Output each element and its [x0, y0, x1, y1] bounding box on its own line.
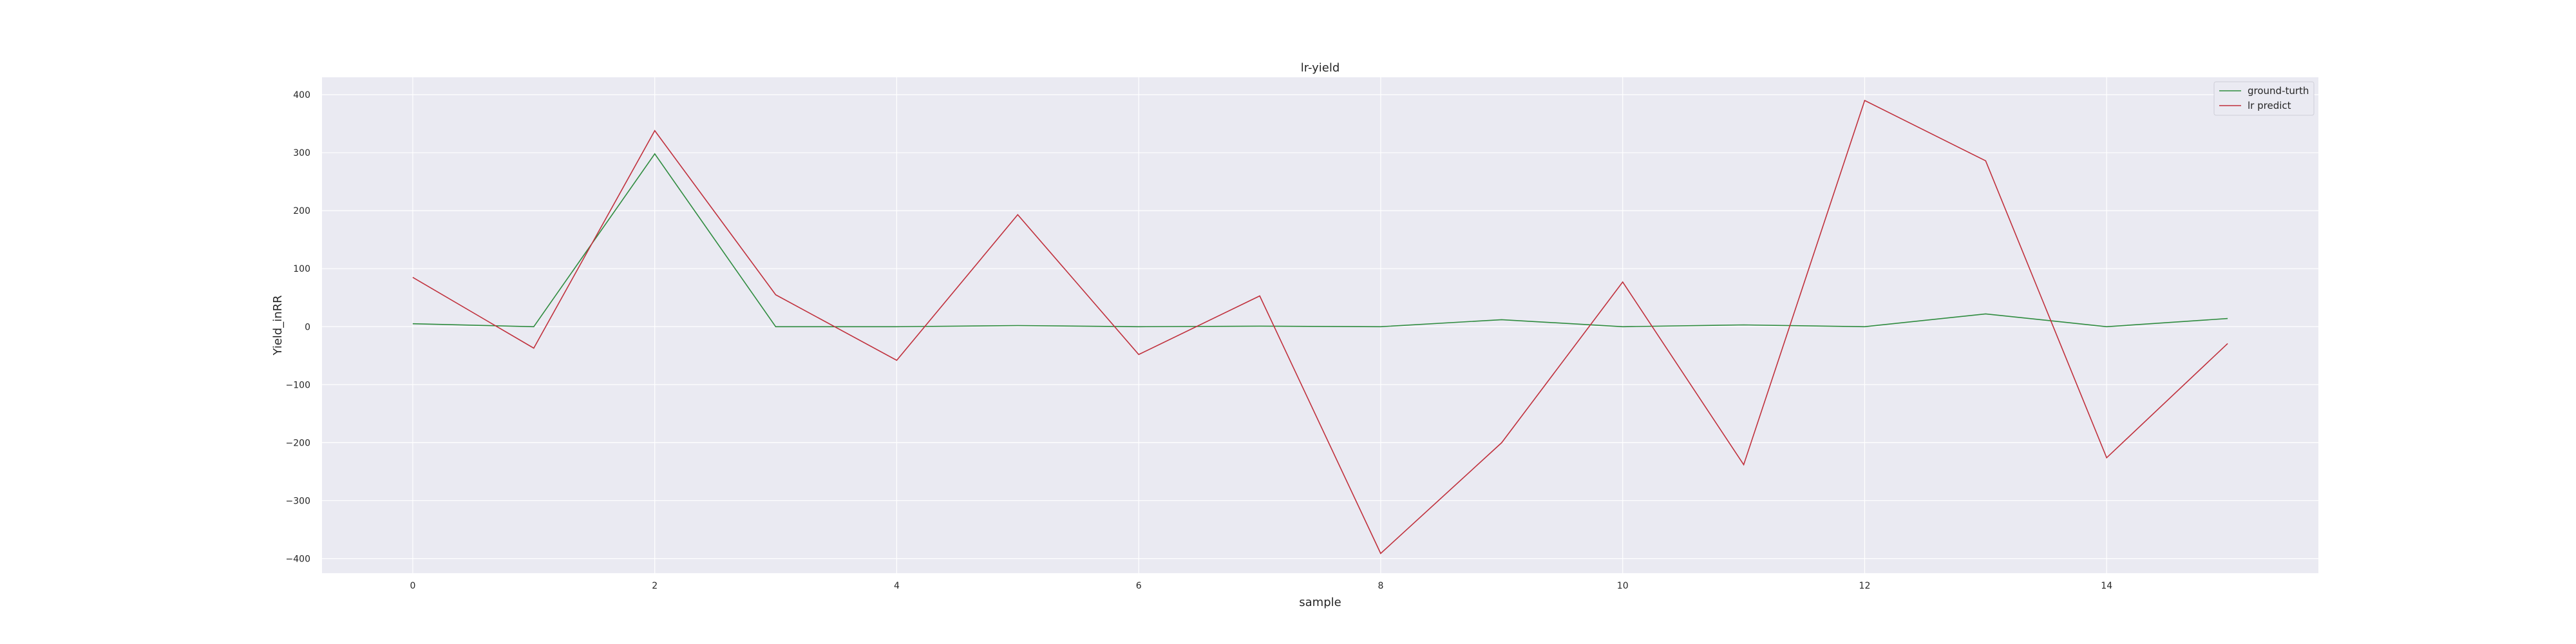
y-tick-label: −300 — [286, 496, 310, 506]
y-tick-label: −100 — [286, 380, 310, 390]
y-tick-label: −200 — [286, 438, 310, 448]
y-tick-label: 200 — [293, 206, 310, 216]
x-tick-label: 6 — [1136, 581, 1142, 591]
y-tick-labels: −400 −300 −200 −100 0 100 200 300 400 — [286, 90, 310, 564]
x-axis-label: sample — [1299, 596, 1341, 609]
legend-label-ground-turth: ground-turth — [2248, 85, 2309, 97]
plot-area — [322, 77, 2318, 573]
x-tick-label: 12 — [1859, 581, 1871, 591]
y-axis-label: Yield_inRR — [271, 295, 285, 355]
x-tick-label: 14 — [2101, 581, 2112, 591]
legend-label-lr-predict: lr predict — [2248, 100, 2291, 111]
legend: ground-turth lr predict — [2213, 81, 2315, 116]
x-tick-labels: 0 2 4 6 8 10 12 14 — [410, 581, 2112, 591]
y-tick-label: −400 — [286, 554, 310, 564]
x-tick-label: 10 — [1617, 581, 1629, 591]
y-tick-label: 0 — [305, 322, 310, 332]
y-tick-label: 100 — [293, 264, 310, 274]
series-line-lr-predict — [412, 99, 2228, 554]
x-tick-label: 8 — [1378, 581, 1383, 591]
series-line-ground-turth — [412, 153, 2228, 328]
series-lines — [412, 99, 2228, 554]
legend-box — [2213, 81, 2315, 116]
y-tick-label: 400 — [293, 90, 310, 100]
x-tick-label: 4 — [894, 581, 900, 591]
chart-title: lr-yield — [1301, 61, 1340, 75]
x-tick-label: 0 — [410, 581, 415, 591]
x-tick-label: 2 — [652, 581, 658, 591]
y-tick-label: 300 — [293, 148, 310, 158]
